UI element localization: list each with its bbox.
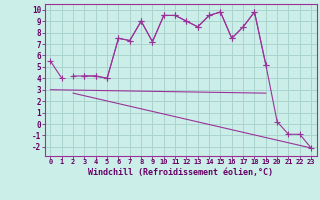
X-axis label: Windchill (Refroidissement éolien,°C): Windchill (Refroidissement éolien,°C) [88, 168, 273, 177]
